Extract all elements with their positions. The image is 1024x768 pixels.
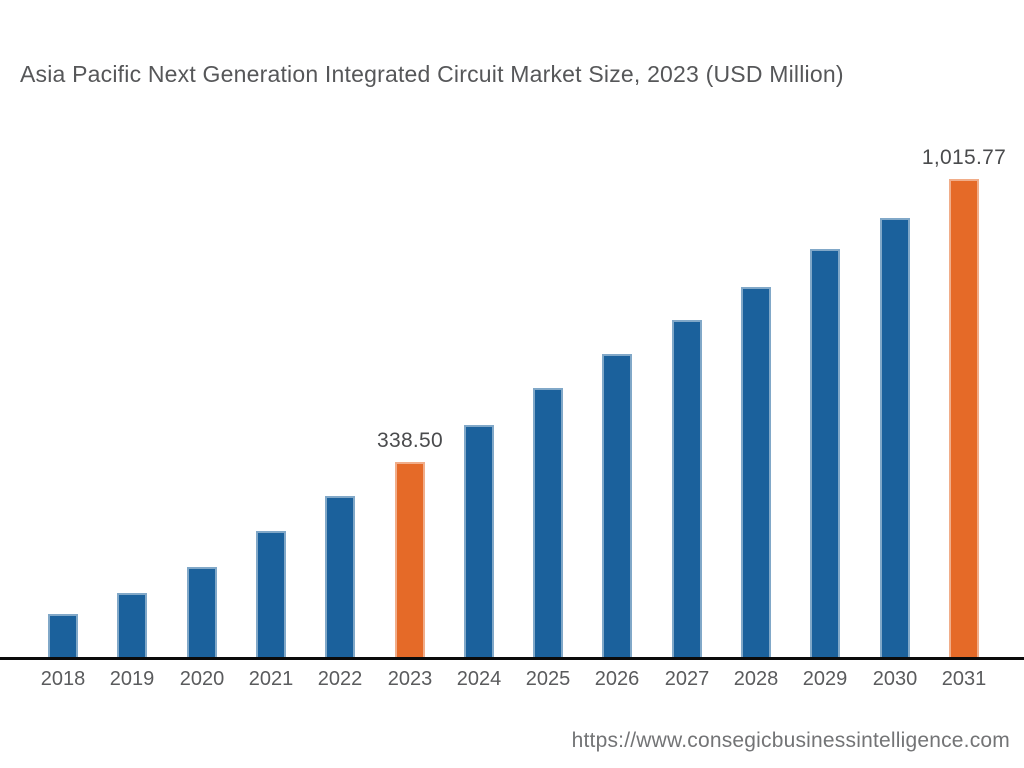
bar-2021: [256, 531, 286, 657]
tick-label-2024: 2024: [456, 668, 502, 690]
data-label-2023: 338.50: [376, 429, 444, 452]
bar-2027: [672, 320, 702, 657]
bar-2019: [117, 593, 147, 657]
tick-label-2025: 2025: [525, 668, 571, 690]
tick-label-2030: 2030: [872, 668, 918, 690]
tick-label-2031: 2031: [941, 668, 987, 690]
bar-2025: [533, 388, 563, 657]
bar-2029: [810, 249, 840, 657]
bar-2026: [602, 354, 632, 657]
bar-2023: [395, 462, 425, 657]
x-axis-line: [0, 657, 1024, 660]
data-label-2031: 1,015.77: [921, 146, 1007, 169]
bar-2018: [48, 614, 78, 657]
bar-2031: [949, 179, 979, 657]
tick-label-2022: 2022: [317, 668, 363, 690]
tick-label-2028: 2028: [733, 668, 779, 690]
tick-label-2021: 2021: [248, 668, 294, 690]
bar-2022: [325, 496, 355, 657]
tick-label-2019: 2019: [109, 668, 155, 690]
bar-2030: [880, 218, 910, 657]
chart-title: Asia Pacific Next Generation Integrated …: [20, 61, 844, 87]
tick-label-2026: 2026: [594, 668, 640, 690]
bar-2028: [741, 287, 771, 657]
tick-label-2023: 2023: [387, 668, 433, 690]
tick-label-2029: 2029: [802, 668, 848, 690]
tick-label-2027: 2027: [664, 668, 710, 690]
source-url: https://www.consegicbusinessintelligence…: [571, 729, 1010, 752]
bar-2024: [464, 425, 494, 657]
tick-label-2018: 2018: [40, 668, 86, 690]
tick-label-2020: 2020: [179, 668, 225, 690]
bar-2020: [187, 567, 217, 657]
